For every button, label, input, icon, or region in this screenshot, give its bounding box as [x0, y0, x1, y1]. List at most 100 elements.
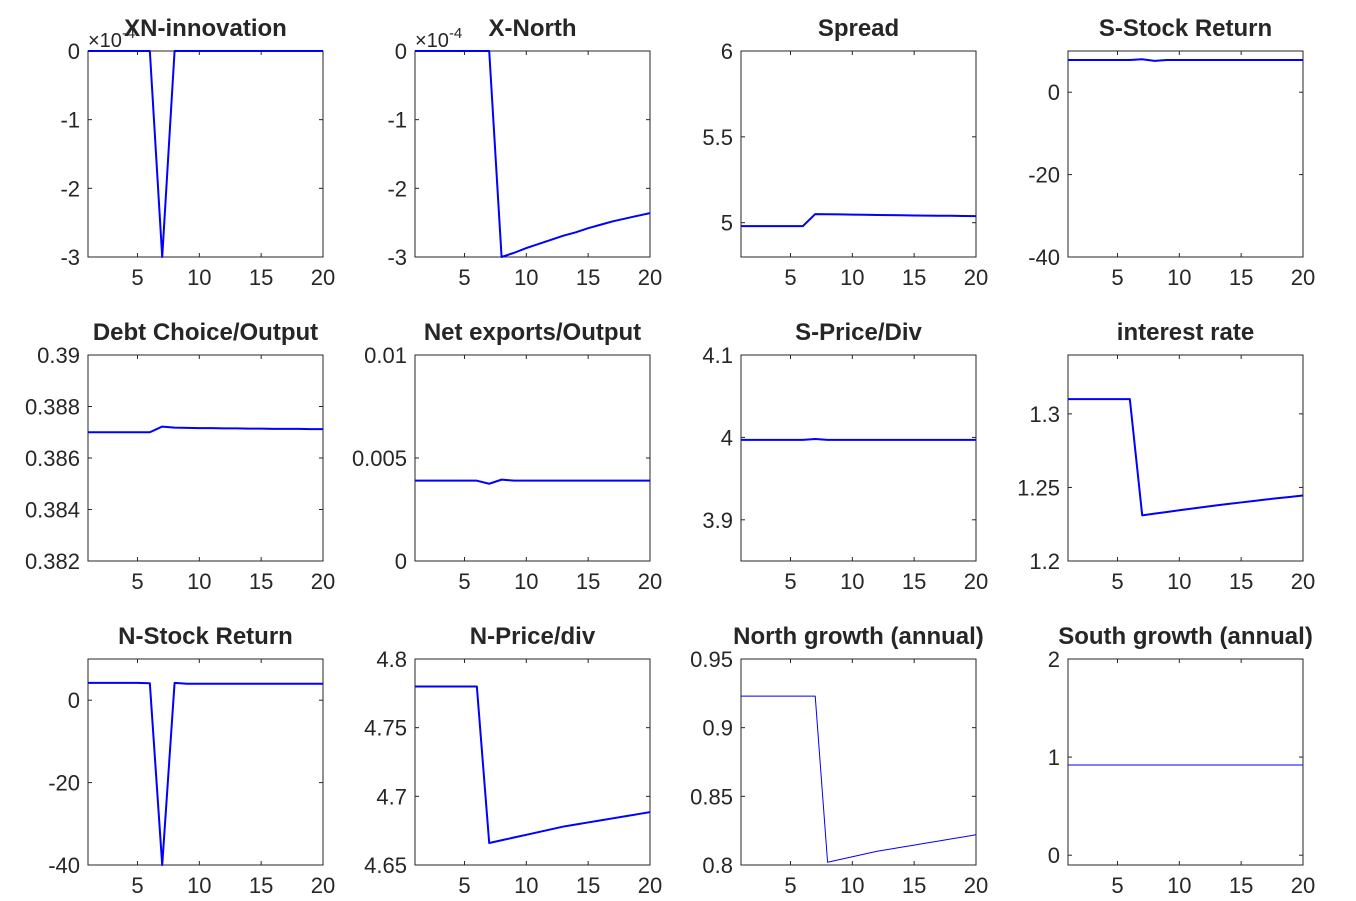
y-axis-exponent-power: -4	[449, 25, 462, 42]
y-tick-label: 4.75	[364, 716, 407, 741]
y-tick-label: 0.95	[690, 647, 733, 672]
y-tick-label: 0.382	[25, 549, 80, 574]
chart-title: X-North	[489, 15, 577, 42]
x-tick-label: 5	[1111, 569, 1123, 594]
x-tick-label: 15	[249, 873, 273, 898]
subplot-2: X-North 5 10 15 20 0 -1 -2 -3 ×10-4	[387, 15, 662, 290]
series-line	[1068, 58, 1303, 62]
x-tick-label: 5	[458, 569, 470, 594]
y-tick-label: 0	[68, 688, 80, 713]
series-line	[415, 685, 650, 845]
x-tick-label: 20	[964, 873, 988, 898]
y-tick-label: 5.5	[702, 125, 733, 150]
chart-title: XN-innovation	[124, 15, 287, 42]
y-tick-label: -40	[48, 853, 80, 878]
x-tick-label: 20	[638, 873, 662, 898]
x-tick-label: 5	[131, 265, 143, 290]
subplot-9: N-Stock Return 5 10 15 20 0 -20 -40	[48, 623, 335, 898]
y-tick-label: 6	[721, 39, 733, 64]
chart-title: S-Price/Div	[795, 319, 922, 346]
x-tick-label: 5	[131, 873, 143, 898]
x-tick-label: 10	[1167, 569, 1191, 594]
series-line	[415, 50, 650, 258]
axes-box	[414, 658, 651, 866]
y-tick-label: 4.65	[364, 853, 407, 878]
x-tick-label: 10	[187, 265, 211, 290]
chart-title: South growth (annual)	[1058, 623, 1313, 650]
x-tick-label: 10	[840, 873, 864, 898]
x-tick-label: 10	[840, 265, 864, 290]
series-line	[88, 50, 323, 258]
y-tick-label: 0	[395, 549, 407, 574]
chart-title: Net exports/Output	[424, 319, 641, 346]
y-tick-label: -3	[387, 245, 407, 270]
subplot-3: Spread 5 10 15 20 5 5.5 6	[702, 15, 988, 290]
series-line	[415, 478, 650, 485]
subplot-7: S-Price/Div 5 10 15 20 4.1 4 3.9	[702, 319, 988, 594]
x-tick-label: 20	[1291, 569, 1315, 594]
x-tick-label: 20	[1291, 265, 1315, 290]
chart-title: S-Stock Return	[1099, 15, 1272, 42]
y-tick-label: 0.386	[25, 446, 80, 471]
y-tick-label: 4.7	[376, 784, 407, 809]
x-tick-label: 15	[902, 569, 926, 594]
x-tick-label: 10	[1167, 265, 1191, 290]
x-tick-label: 5	[784, 873, 796, 898]
y-tick-label: 1	[1048, 745, 1060, 770]
axes-box	[87, 50, 324, 258]
y-tick-label: 0	[1048, 843, 1060, 868]
axes-box	[414, 50, 651, 258]
x-tick-label: 20	[964, 265, 988, 290]
y-tick-label: 0.388	[25, 395, 80, 420]
x-tick-label: 10	[514, 873, 538, 898]
y-tick-label: -2	[60, 176, 80, 201]
y-tick-label: -3	[60, 245, 80, 270]
subplot-11: North growth (annual) 5 10 15 20 0.95 0.9 0.85 0…	[690, 623, 988, 898]
x-tick-label: 15	[902, 265, 926, 290]
x-tick-label: 15	[1229, 873, 1253, 898]
chart-title: Debt Choice/Output	[93, 319, 318, 346]
axes-box	[1067, 50, 1304, 258]
axes-box	[740, 354, 977, 562]
series-line	[1068, 398, 1303, 517]
x-tick-label: 10	[1167, 873, 1191, 898]
axes-box	[87, 354, 324, 562]
x-tick-label: 10	[514, 569, 538, 594]
y-tick-label: 4	[721, 425, 733, 450]
x-tick-label: 15	[249, 569, 273, 594]
x-tick-label: 20	[311, 873, 335, 898]
x-tick-label: 20	[964, 569, 988, 594]
x-tick-label: 10	[187, 569, 211, 594]
x-tick-label: 15	[902, 873, 926, 898]
axes-box	[87, 658, 324, 866]
chart-title: interest rate	[1117, 319, 1254, 346]
y-tick-label: -1	[60, 108, 80, 133]
x-tick-label: 5	[131, 569, 143, 594]
x-tick-label: 20	[1291, 873, 1315, 898]
y-tick-label: -2	[387, 176, 407, 201]
x-tick-label: 10	[840, 569, 864, 594]
y-axis-exponent: ×10-4	[88, 25, 135, 52]
series-line	[741, 695, 976, 863]
x-tick-label: 10	[514, 265, 538, 290]
y-tick-label: 0.005	[352, 446, 407, 471]
axes-box	[740, 658, 977, 866]
y-axis-exponent-power: -4	[122, 25, 135, 42]
subplot-8: interest rate 5 10 15 20 1.3 1.25 1.2	[1017, 319, 1315, 594]
chart-title: N-Stock Return	[118, 623, 293, 650]
y-tick-label: 0.384	[25, 498, 80, 523]
subplot-1: XN-innovation 5 10 15 20 0 -1 -2 -3 ×10-4	[60, 15, 335, 290]
x-tick-label: 15	[249, 265, 273, 290]
series-line	[88, 425, 323, 434]
y-tick-label: 0.39	[37, 343, 80, 368]
y-tick-label: 5	[721, 211, 733, 236]
y-tick-label: -20	[1028, 163, 1060, 188]
x-tick-label: 5	[458, 873, 470, 898]
y-tick-label: 0	[68, 39, 80, 64]
axes-box	[1067, 354, 1304, 562]
series-line	[741, 213, 976, 228]
x-tick-label: 15	[1229, 265, 1253, 290]
y-tick-label: 3.9	[702, 508, 733, 533]
subplot-4: S-Stock Return 5 10 15 20 0 -20 -40	[1028, 15, 1315, 290]
